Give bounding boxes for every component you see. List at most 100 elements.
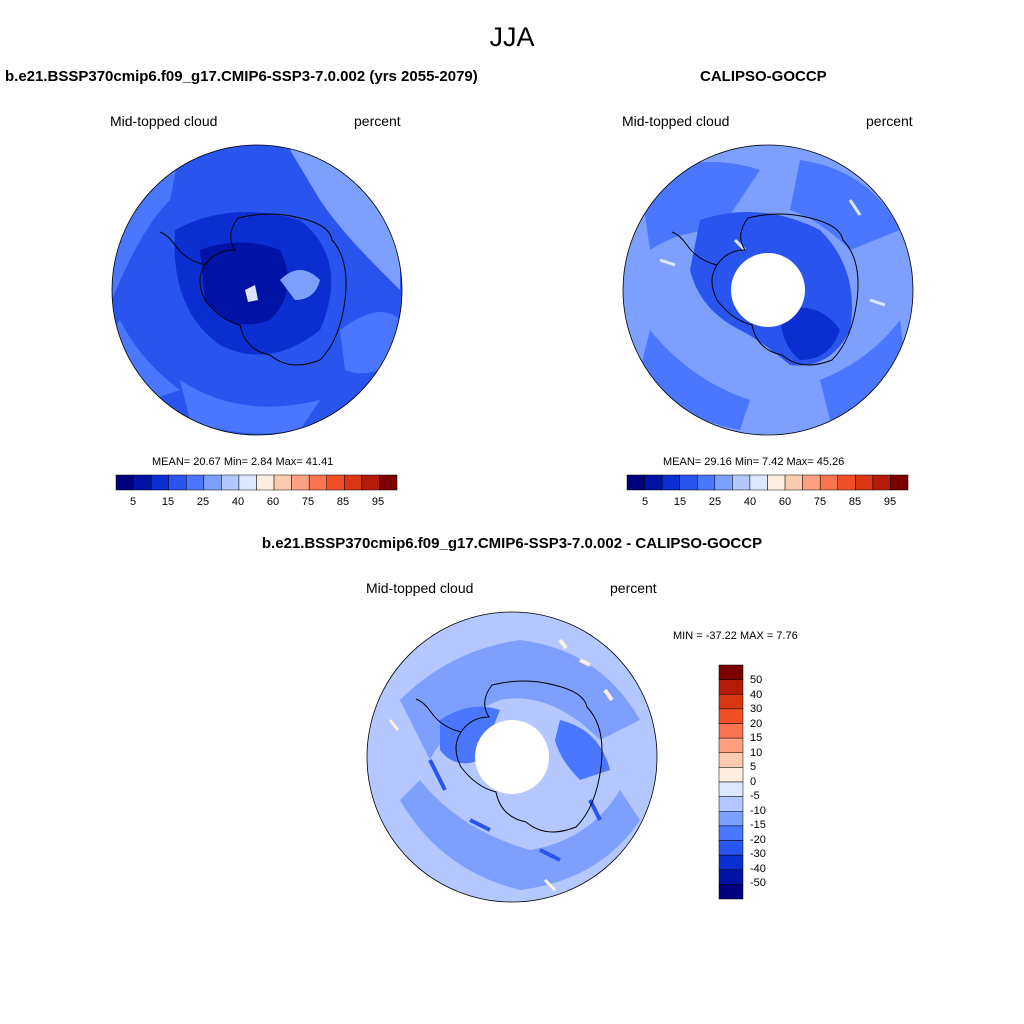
obs-colorbar-tick: 25 xyxy=(708,496,722,508)
diff-colorbar-swatch xyxy=(718,854,744,870)
diff-colorbar-swatch xyxy=(718,737,744,753)
diff-polar-map xyxy=(367,612,657,902)
diff-stats: MIN = -37.22 MAX = 7.76 xyxy=(673,630,798,642)
model-colorbar-swatch xyxy=(361,474,380,491)
diff-colorbar-swatch xyxy=(718,664,744,680)
model-colorbar-swatch xyxy=(308,474,327,491)
model-units-label: percent xyxy=(354,113,401,129)
model-colorbar-tick: 60 xyxy=(266,496,280,508)
obs-colorbar-swatch xyxy=(784,474,803,491)
diff-colorbar-tick: -50 xyxy=(750,877,766,889)
obs-colorbar-swatch xyxy=(732,474,751,491)
diff-colorbar-tick: 20 xyxy=(750,718,763,730)
diff-colorbar-swatch xyxy=(718,752,744,768)
obs-colorbar-swatch xyxy=(890,474,909,491)
obs-map-boundary xyxy=(622,144,914,436)
diff-colorbar-swatch xyxy=(718,825,744,841)
diff-colorbar-swatch xyxy=(718,796,744,812)
model-colorbar-swatch xyxy=(115,474,134,491)
diff-antarctica-coastline xyxy=(455,680,603,833)
model-variable-label: Mid-topped cloud xyxy=(110,113,218,129)
obs-colorbar-swatch xyxy=(802,474,821,491)
diff-colorbar-tick: -5 xyxy=(750,790,760,802)
model-polar-map xyxy=(112,145,402,435)
model-map-boundary xyxy=(111,144,403,436)
diff-colorbar-swatch xyxy=(718,884,744,900)
model-colorbar-swatch xyxy=(256,474,275,491)
diff-colorbar-tick: -30 xyxy=(750,848,766,860)
obs-colorbar-tick: 75 xyxy=(813,496,827,508)
model-colorbar-swatch xyxy=(379,474,398,491)
diff-panel-title: b.e21.BSSP370cmip6.f09_g17.CMIP6-SSP3-7.… xyxy=(261,535,763,552)
obs-colorbar-swatch xyxy=(749,474,768,491)
model-colorbar-tick: 95 xyxy=(371,496,385,508)
model-colorbar-tick: 75 xyxy=(301,496,315,508)
diff-colorbar-tick: -40 xyxy=(750,863,766,875)
model-colorbar-swatch xyxy=(203,474,222,491)
obs-missing-data-hole xyxy=(731,253,805,327)
diff-colorbar-swatch xyxy=(718,723,744,739)
model-colorbar-tick: 5 xyxy=(129,496,137,508)
obs-colorbar-swatch xyxy=(819,474,838,491)
obs-colorbar-swatch xyxy=(644,474,663,491)
model-colorbar-swatch xyxy=(133,474,152,491)
obs-colorbar xyxy=(626,474,909,491)
diff-colorbar-swatch xyxy=(718,869,744,885)
model-colorbar-swatch xyxy=(150,474,169,491)
diff-colorbar-tick: 0 xyxy=(750,776,757,788)
obs-colorbar-swatch xyxy=(714,474,733,491)
diff-colorbar-tick: 10 xyxy=(750,747,763,759)
diff-colorbar-swatch xyxy=(718,708,744,724)
diff-colorbar-swatch xyxy=(718,840,744,856)
diff-colorbar-tick: -15 xyxy=(750,819,766,831)
obs-antarctica-coastline xyxy=(711,213,859,366)
diff-colorbar-tick: 15 xyxy=(750,732,763,744)
diff-units-label: percent xyxy=(610,580,657,596)
model-colorbar-tick: 25 xyxy=(196,496,210,508)
model-peninsula-coastline xyxy=(159,231,206,266)
obs-units-label: percent xyxy=(866,113,913,129)
obs-colorbar-tick: 5 xyxy=(641,496,649,508)
model-colorbar xyxy=(115,474,398,491)
obs-colorbar-tick: 95 xyxy=(883,496,897,508)
model-colorbar-swatch xyxy=(168,474,187,491)
diff-colorbar-tick: 40 xyxy=(750,689,763,701)
obs-colorbar-tick: 85 xyxy=(848,496,862,508)
obs-colorbar-swatch xyxy=(697,474,716,491)
diff-colorbar-tick: 50 xyxy=(750,674,763,686)
model-colorbar-tick: 15 xyxy=(161,496,175,508)
obs-colorbar-swatch xyxy=(767,474,786,491)
diff-colorbar-tick: -20 xyxy=(750,834,766,846)
season-title: JJA xyxy=(489,22,535,52)
obs-colorbar-swatch xyxy=(855,474,874,491)
model-colorbar-swatch xyxy=(291,474,310,491)
model-panel-title: b.e21.BSSP370cmip6.f09_g17.CMIP6-SSP3-7.… xyxy=(5,68,478,85)
diff-colorbar xyxy=(718,664,744,900)
model-colorbar-tick: 85 xyxy=(336,496,350,508)
obs-colorbar-tick: 60 xyxy=(778,496,792,508)
obs-peninsula-coastline xyxy=(671,231,718,266)
model-antarctica-coastline xyxy=(199,213,347,366)
model-colorbar-swatch xyxy=(221,474,240,491)
obs-variable-label: Mid-topped cloud xyxy=(622,113,730,129)
obs-colorbar-tick: 15 xyxy=(673,496,687,508)
obs-colorbar-swatch xyxy=(837,474,856,491)
diff-colorbar-tick: -10 xyxy=(750,805,766,817)
obs-colorbar-swatch xyxy=(679,474,698,491)
diff-map-boundary xyxy=(366,611,658,903)
model-colorbar-swatch xyxy=(273,474,292,491)
model-stats: MEAN= 20.67 Min= 2.84 Max= 41.41 xyxy=(152,456,334,468)
obs-panel-title: CALIPSO-GOCCP xyxy=(700,68,827,85)
model-colorbar-swatch xyxy=(186,474,205,491)
obs-stats: MEAN= 29.16 Min= 7.42 Max= 45.26 xyxy=(663,456,845,468)
model-colorbar-tick: 40 xyxy=(231,496,245,508)
diff-colorbar-swatch xyxy=(718,811,744,827)
diff-colorbar-swatch xyxy=(718,767,744,783)
obs-colorbar-swatch xyxy=(626,474,645,491)
obs-colorbar-swatch xyxy=(872,474,891,491)
diff-colorbar-tick: 5 xyxy=(750,761,757,773)
model-colorbar-swatch xyxy=(238,474,257,491)
model-colorbar-swatch xyxy=(344,474,363,491)
obs-colorbar-tick: 40 xyxy=(743,496,757,508)
